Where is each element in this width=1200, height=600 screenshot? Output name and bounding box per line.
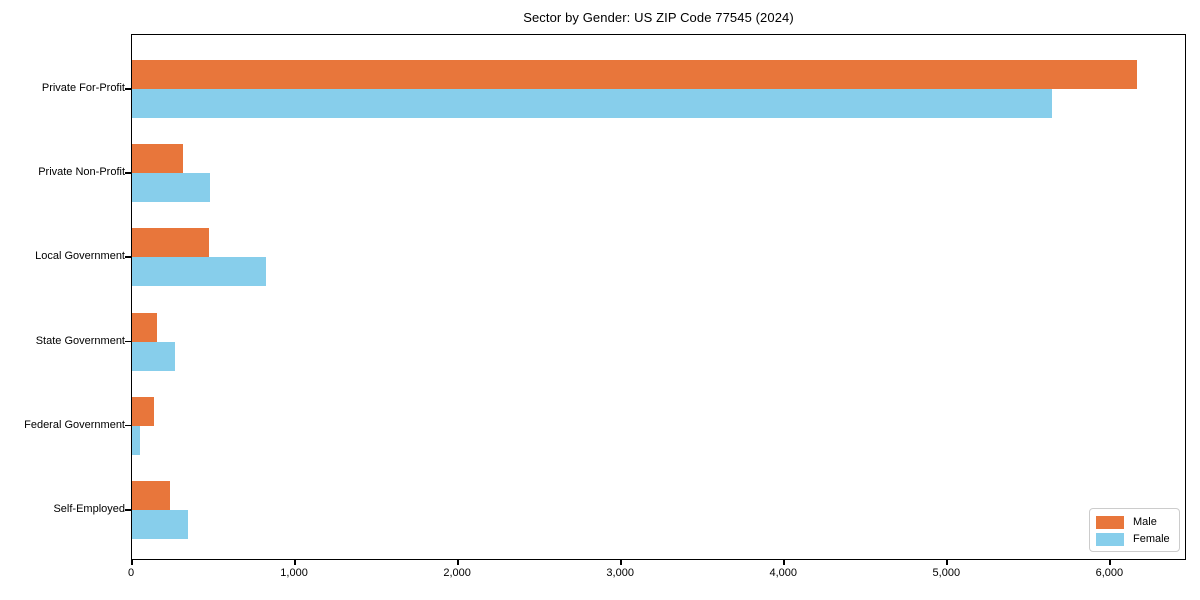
legend-swatch-male: [1096, 515, 1124, 529]
x-tick-label: 1,000: [280, 567, 308, 579]
legend-label: Female: [1133, 532, 1170, 545]
y-axis-category-label: State Government: [35, 334, 125, 347]
x-tick-label: 3,000: [606, 567, 634, 579]
x-tick-label: 6,000: [1095, 567, 1124, 579]
y-axis-category-label: Private For-Profit: [41, 82, 125, 94]
y-tick: [125, 256, 131, 258]
bar-male-0: [132, 60, 1137, 89]
bar-male-2: [132, 228, 209, 258]
x-tick: [1109, 560, 1111, 565]
y-axis-category-label: Private Non-Profit: [38, 166, 125, 179]
plot-area: [131, 34, 1186, 560]
bar-male-5: [132, 481, 170, 510]
y-axis-category-label: Self-Employed: [53, 503, 125, 515]
x-tick-label: 4,000: [769, 567, 797, 579]
x-tick-label: 2,000: [443, 567, 471, 579]
y-axis-category-label: Local Government: [35, 250, 125, 263]
bar-male-4: [132, 396, 154, 426]
x-tick: [620, 560, 622, 565]
bar-female-1: [132, 173, 210, 203]
y-tick: [125, 172, 131, 174]
bar-male-3: [132, 312, 157, 342]
bar-male-1: [132, 144, 183, 174]
chart-title: Sector by Gender: US ZIP Code 77545 (202…: [523, 10, 794, 25]
bar-female-0: [132, 89, 1052, 118]
legend-item-male: Male: [1096, 514, 1173, 530]
legend: Male Female: [1089, 508, 1180, 552]
y-tick: [125, 88, 131, 90]
x-tick: [294, 560, 296, 565]
y-tick: [125, 509, 131, 511]
legend-swatch-female: [1096, 532, 1124, 546]
x-tick: [131, 560, 133, 565]
legend-label: Male: [1133, 515, 1157, 528]
bar-female-3: [132, 341, 176, 371]
bar-female-4: [132, 425, 141, 455]
y-axis-category-label: Federal Government: [24, 418, 125, 431]
x-tick-label: 0: [127, 567, 135, 579]
bar-female-2: [132, 257, 266, 287]
x-tick-label: 5,000: [932, 567, 961, 579]
y-tick: [125, 340, 131, 343]
x-tick: [946, 560, 948, 565]
y-tick: [125, 424, 131, 427]
legend-item-female: Female: [1096, 531, 1173, 547]
x-tick: [783, 560, 785, 565]
bar-female-5: [132, 510, 189, 539]
x-tick: [457, 560, 459, 565]
